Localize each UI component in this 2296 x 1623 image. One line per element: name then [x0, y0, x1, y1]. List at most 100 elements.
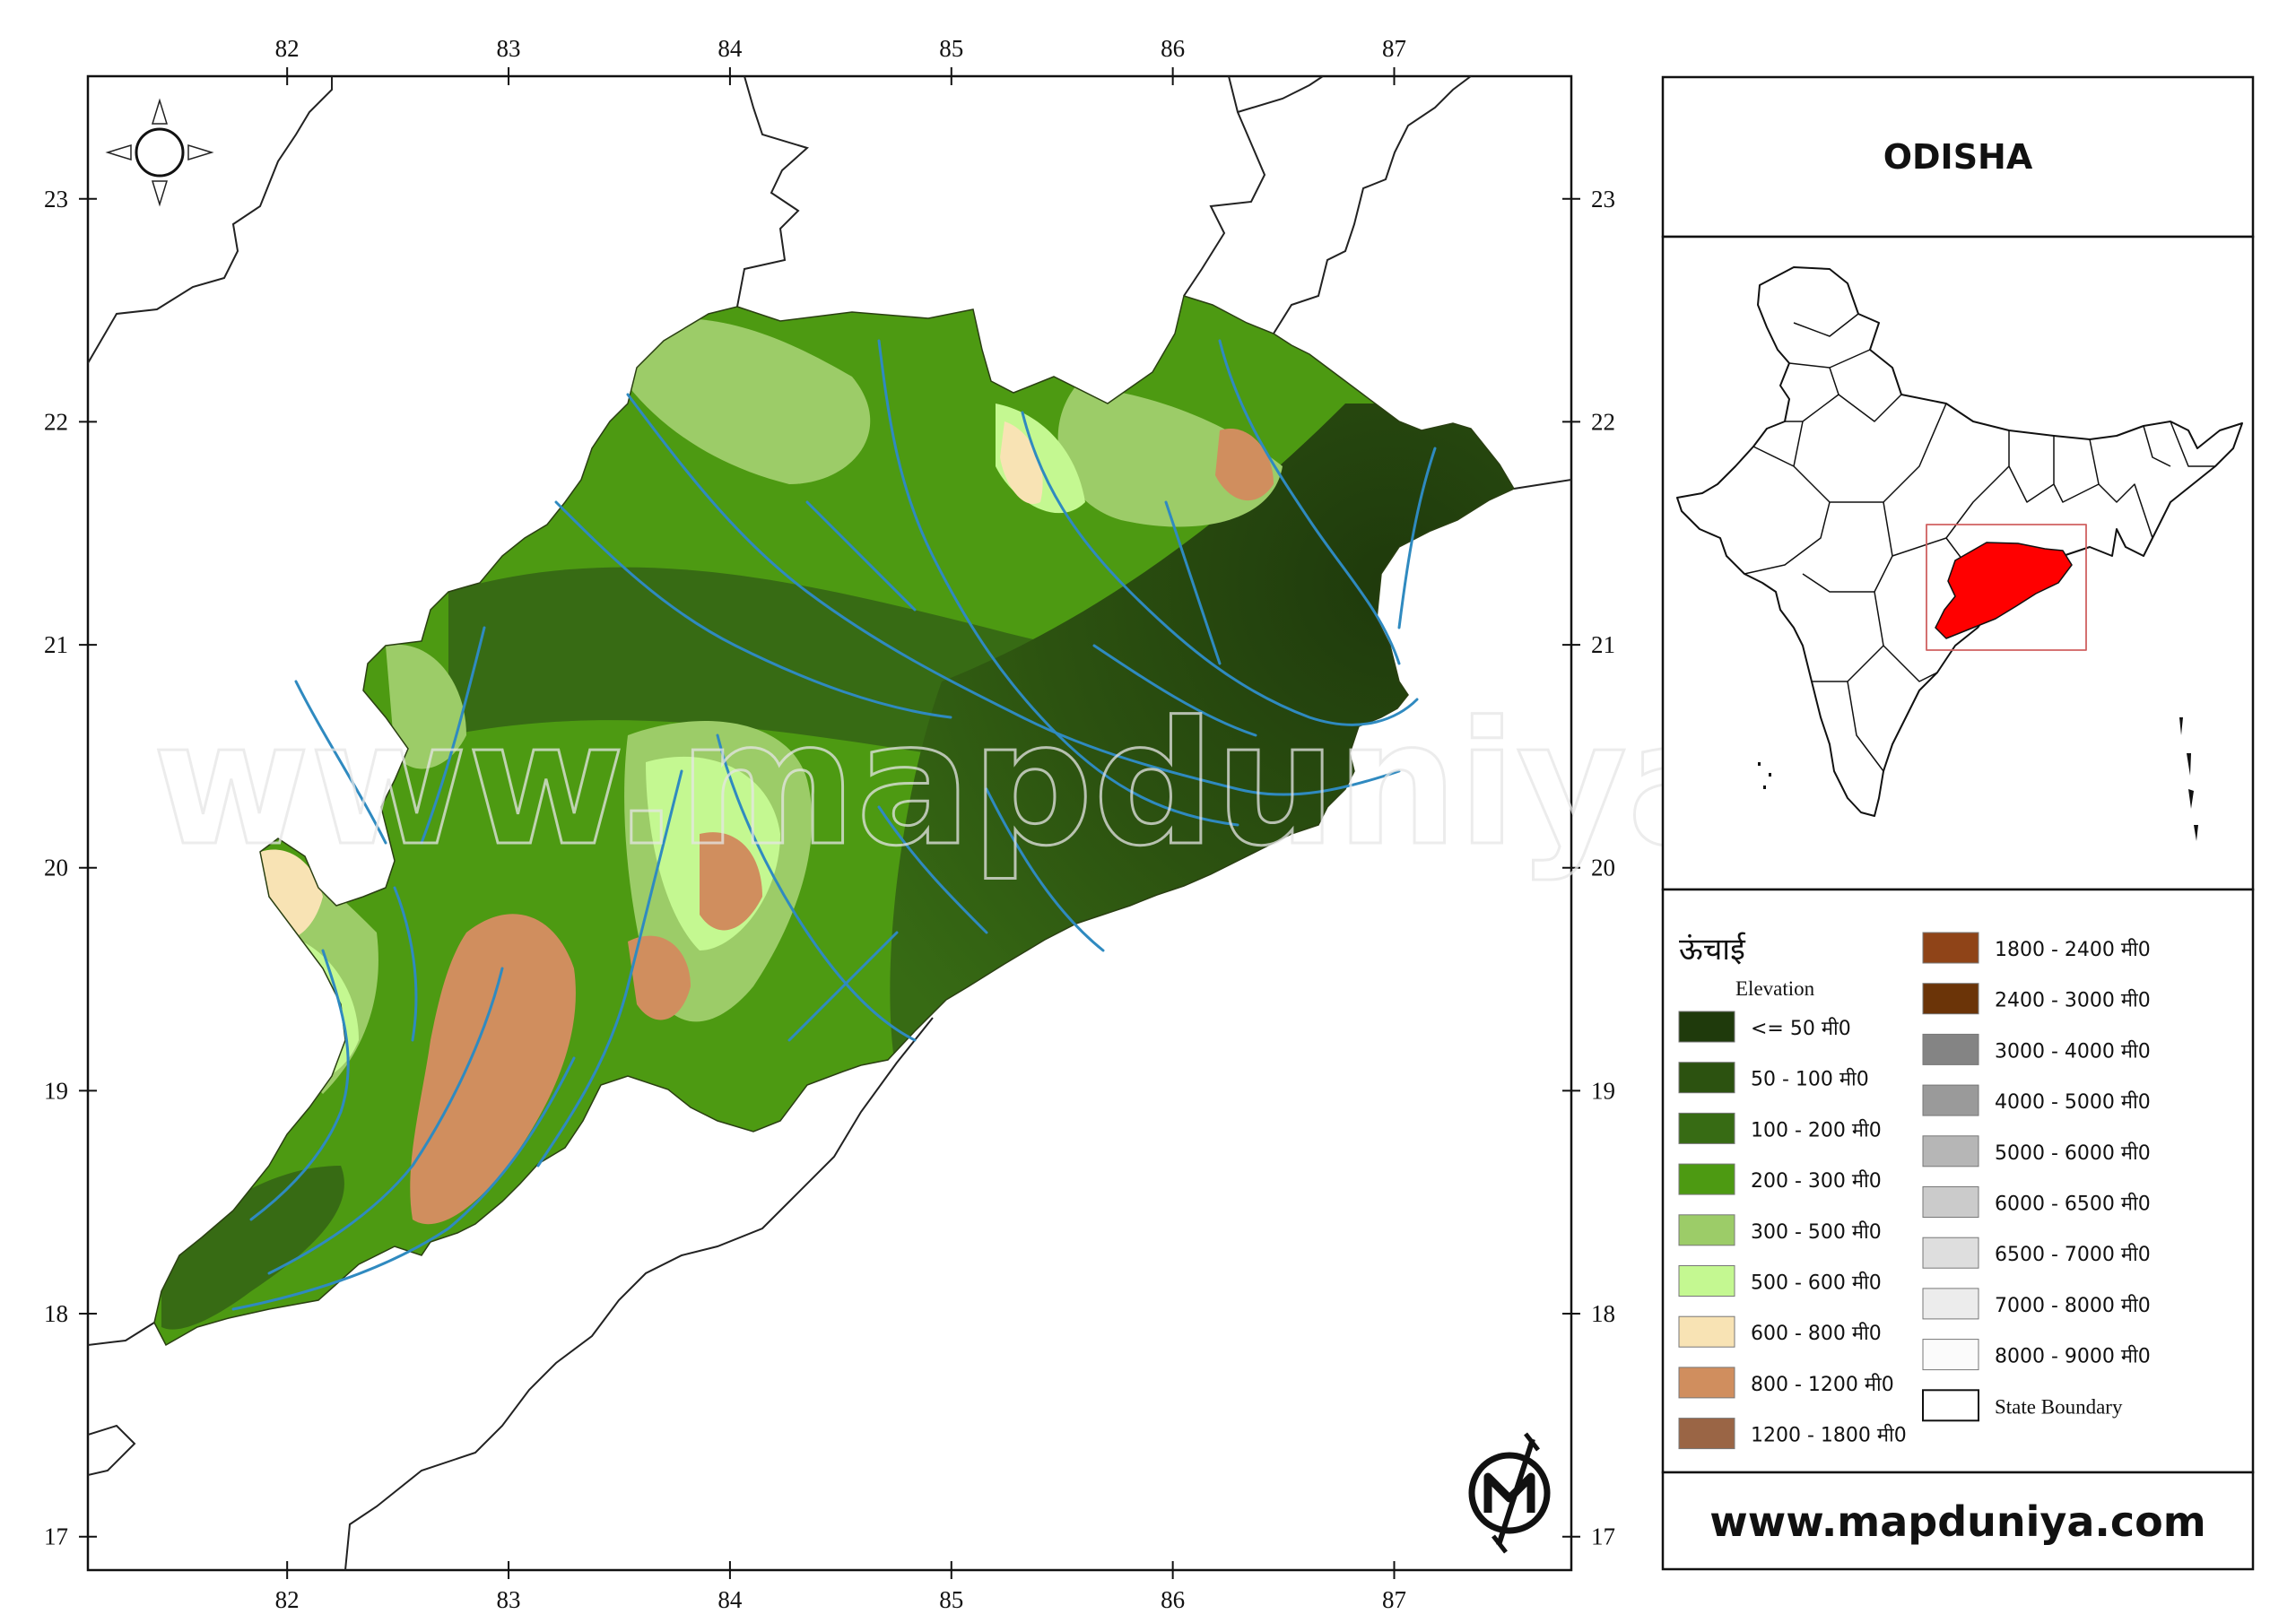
lat-label-right: 23: [1591, 186, 1615, 213]
river-line: [249, 949, 350, 1221]
lat-label-right: 21: [1591, 631, 1615, 658]
legend-swatch: [1922, 1339, 1979, 1371]
legend-swatch: [1922, 1389, 1979, 1422]
lat-label-left: 23: [44, 186, 68, 213]
inset-odisha-highlight: [1935, 542, 2073, 639]
river-line: [1092, 644, 1257, 737]
river-line: [1021, 411, 1419, 726]
legend-label: 200 - 300 मी0: [1751, 1169, 1882, 1193]
lon-label-bottom: 87: [1382, 1586, 1406, 1613]
legend-swatch: [1678, 1062, 1735, 1094]
neighbour-boundary-coast-east: [1513, 479, 1571, 490]
lat-label-left: 18: [44, 1300, 68, 1327]
lon-label-top: 85: [939, 35, 963, 62]
legend-swatch: [1678, 1315, 1735, 1348]
river-line: [716, 733, 917, 1042]
river-line: [1397, 447, 1437, 629]
legend-items: <= 50 मी0 50 - 100 मी0 100 - 200 मी0 200 - …: [1678, 932, 2151, 1450]
lon-label-bottom: 85: [939, 1586, 963, 1613]
river-line: [985, 787, 1105, 952]
legend-label: State Boundary: [1995, 1395, 2123, 1418]
legend-swatch: [1922, 1084, 1979, 1116]
neighbour-boundary-southwest: [88, 1322, 155, 1476]
lat-label-right: 20: [1591, 855, 1615, 881]
legend-label: 50 - 100 मी0: [1751, 1068, 1869, 1091]
river-line: [294, 680, 387, 845]
river-line: [626, 393, 1401, 796]
river-line: [393, 886, 418, 1042]
legend-swatch: [1922, 1033, 1979, 1065]
latitude-ticks-left: 23 22 21 20 19 18 17: [44, 186, 97, 1550]
lat-label-left: 19: [44, 1077, 68, 1104]
legend-label: 1800 - 2400 मी0: [1995, 938, 2151, 961]
lat-label-left: 21: [44, 631, 68, 658]
lon-label-top: 84: [718, 35, 743, 62]
river-line: [787, 931, 899, 1042]
legend-label: 7000 - 8000 मी0: [1995, 1294, 2151, 1317]
legend-swatch: [1922, 1135, 1979, 1167]
legend-panel: [1661, 888, 2255, 1474]
river-line: [536, 769, 683, 1167]
legend-label: <= 50 मी0: [1751, 1017, 1851, 1040]
lat-label-left: 20: [44, 855, 68, 881]
legend-label: 6000 - 6500 मी0: [1995, 1193, 2151, 1216]
lon-label-bottom: 84: [718, 1586, 743, 1613]
latitude-ticks-right: 23 22 21 20 19 18 17: [1562, 186, 1615, 1550]
andhra-coast-line: [344, 1017, 934, 1570]
river-line: [554, 500, 952, 719]
legend-label: 4000 - 5000 मी0: [1995, 1090, 2151, 1114]
lat-label-left: 22: [44, 408, 68, 435]
legend-swatch: [1678, 1011, 1735, 1043]
longitude-ticks-bottom: 82 83 84 85 86 87: [275, 1561, 1406, 1613]
legend-label: 100 - 200 मी0: [1751, 1118, 1882, 1141]
legend-swatch: [1678, 1214, 1735, 1246]
river-line: [877, 339, 1239, 827]
inset-locator-box: [1926, 524, 2087, 651]
legend-subtitle: Elevation: [1735, 977, 1815, 1000]
lon-label-bottom: 86: [1161, 1586, 1185, 1613]
lon-label-bottom: 83: [497, 1586, 521, 1613]
river-line: [877, 805, 988, 934]
lon-label-top: 83: [497, 35, 521, 62]
lon-label-top: 86: [1161, 35, 1185, 62]
lon-label-top: 87: [1382, 35, 1406, 62]
india-outline: [1676, 266, 2243, 817]
lon-label-top: 82: [275, 35, 300, 62]
legend-label: 1200 - 1800 मी0: [1751, 1424, 1907, 1447]
website-url: www.mapduniya.com: [1709, 1497, 2205, 1546]
legend-label: 8000 - 9000 मी0: [1995, 1345, 2151, 1368]
legend-label: 500 - 600 मी0: [1751, 1271, 1882, 1295]
river-line: [231, 1056, 576, 1311]
legend-swatch: [1922, 1288, 1979, 1320]
lat-label-right: 18: [1591, 1300, 1615, 1327]
mapduniya-logo-icon: [1468, 1432, 1551, 1554]
river-line: [1164, 500, 1222, 665]
website-panel: [1661, 1471, 2255, 1571]
legend-label: 2400 - 3000 मी0: [1995, 989, 2151, 1012]
legend-label: 300 - 500 मी0: [1751, 1220, 1882, 1244]
legend-label: 5000 - 6000 मी0: [1995, 1141, 2151, 1165]
state-title: ODISHA: [1883, 137, 2033, 177]
neighbour-boundary-north: [736, 76, 809, 308]
legend-swatch: [1678, 1112, 1735, 1144]
river-network: [231, 339, 1437, 1311]
legend-swatch: [1678, 1367, 1735, 1399]
lat-label-right: 22: [1591, 408, 1615, 435]
legend-swatch: [1678, 1265, 1735, 1297]
lon-label-bottom: 82: [275, 1586, 300, 1613]
neighbour-boundary-northeast: [1183, 76, 1472, 334]
lat-label-left: 17: [44, 1523, 68, 1550]
legend-title: ऊंचाई: [1679, 932, 1746, 968]
river-line: [805, 500, 917, 612]
river-line: [1218, 339, 1401, 665]
legend-swatch: [1678, 1163, 1735, 1195]
lat-label-right: 19: [1591, 1077, 1615, 1104]
legend-swatch: [1922, 983, 1979, 1015]
legend-swatch: [1922, 1237, 1979, 1269]
legend-label: 6500 - 7000 मी0: [1995, 1243, 2151, 1266]
neighbour-boundary-northwest: [88, 76, 333, 364]
india-inset-map: [1676, 266, 2243, 841]
longitude-ticks-top: 82 83 84 85 86 87: [275, 35, 1406, 85]
legend-swatch: [1678, 1418, 1735, 1450]
